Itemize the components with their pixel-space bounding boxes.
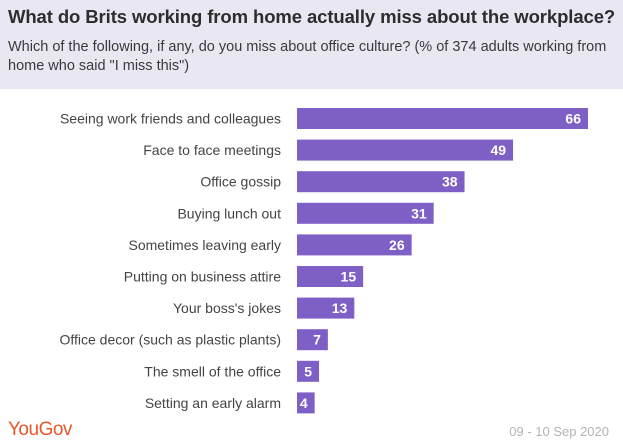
category-label: Putting on business attire: [124, 269, 281, 285]
category-label: Face to face meetings: [143, 142, 281, 158]
category-label: The smell of the office: [144, 363, 281, 379]
fieldwork-date: 09 - 10 Sep 2020: [509, 424, 609, 439]
chart-title: What do Brits working from home actually…: [8, 6, 616, 27]
yougov-logo: YouGov: [8, 419, 72, 440]
value-label: 13: [332, 300, 348, 316]
value-label: 15: [341, 269, 357, 285]
value-label: 26: [389, 237, 405, 253]
value-label: 7: [313, 332, 321, 348]
bar: [297, 392, 315, 414]
value-label: 5: [304, 363, 312, 379]
value-label: 49: [490, 142, 506, 158]
bar: [297, 171, 465, 193]
bar: [297, 139, 514, 161]
value-label: 31: [411, 205, 427, 221]
bar: [297, 202, 434, 224]
category-label: Buying lunch out: [177, 205, 281, 221]
bar: [297, 329, 328, 351]
value-label: 4: [300, 395, 308, 411]
category-label: Sometimes leaving early: [128, 237, 281, 253]
category-label: Office decor (such as plastic plants): [59, 332, 281, 348]
bar: [297, 234, 412, 256]
bar: [297, 108, 588, 129]
value-label: 66: [565, 111, 581, 127]
category-label: Seeing work friends and colleagues: [60, 111, 281, 127]
bar: [297, 266, 364, 287]
category-label: Office gossip: [200, 174, 281, 190]
header-band: What do Brits working from home actually…: [0, 0, 623, 89]
category-label: Your boss's jokes: [173, 300, 281, 316]
bar: [297, 297, 355, 319]
chart-subtitle: Which of the following, if any, do you m…: [8, 39, 607, 74]
category-label: Setting an early alarm: [145, 395, 281, 411]
bar-chart: Seeing work friends and colleagues 66 Face…: [59, 108, 588, 414]
value-label: 38: [442, 174, 458, 190]
bar: [297, 360, 320, 382]
